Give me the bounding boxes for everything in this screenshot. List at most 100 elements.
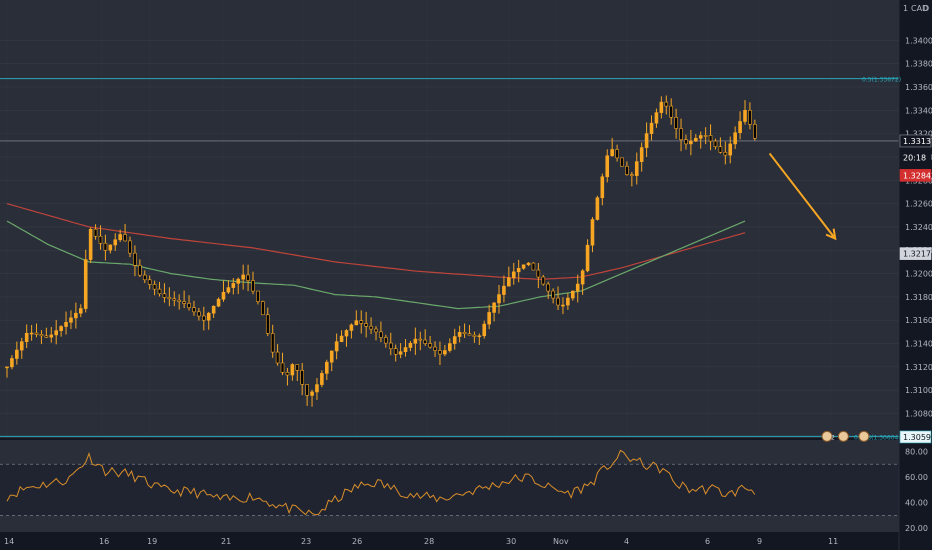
candle-body [561, 304, 565, 307]
candle-body [654, 112, 659, 124]
candle-body [19, 341, 24, 351]
candle-body [753, 123, 757, 139]
candle-body [162, 293, 167, 298]
candle-body [728, 143, 733, 156]
candle-body [34, 332, 39, 335]
candle-body [138, 265, 142, 276]
price-tick-label: 1.31000 [905, 386, 932, 395]
candle-body [364, 323, 368, 327]
candle-body [98, 235, 103, 244]
candle-body [256, 290, 260, 302]
arrow-head[interactable] [825, 228, 837, 241]
rsi-tick-label: 40.00 [905, 499, 928, 508]
candle-body [354, 320, 359, 326]
candle-body [108, 244, 113, 251]
arrow-shaft[interactable] [768, 152, 836, 240]
price-tick-label: 1.31200 [905, 363, 932, 372]
candle-body [669, 105, 674, 118]
candle-body [393, 348, 398, 355]
price-tick-label: 1.31800 [905, 293, 932, 302]
fib-level-label: 0.618(1.30604) [854, 434, 901, 441]
candle-body [128, 240, 132, 254]
candle-body [305, 384, 309, 396]
candle-body [487, 312, 491, 325]
candle-body [182, 301, 186, 304]
candle-body [526, 262, 531, 266]
candle-body [580, 270, 585, 285]
price-tick-label: 1.33400 [905, 106, 932, 115]
rsi-line [6, 449, 756, 516]
candle-body [211, 305, 216, 314]
candle-body [123, 234, 127, 242]
candle-body [610, 149, 614, 157]
rsi-tick-label: 20.00 [905, 524, 928, 533]
gridlines [0, 40, 899, 414]
candle-body [644, 133, 649, 148]
time-tick-label: 23 [301, 537, 311, 546]
candle-body [595, 197, 600, 220]
candle-body [733, 132, 737, 145]
candle-body [15, 349, 19, 359]
candle-body [384, 337, 388, 344]
candle-body [113, 239, 118, 246]
candle-body [703, 135, 708, 137]
candle-body [438, 350, 442, 355]
candle-body [5, 366, 9, 369]
time-tick-label: 19 [147, 537, 157, 546]
event-marker-icon[interactable] [837, 430, 849, 442]
candle-body [118, 234, 122, 241]
currency-label: CAD [911, 4, 928, 13]
candle-body [315, 384, 319, 393]
candle-body [54, 330, 59, 336]
candle-body [615, 149, 619, 159]
candle-body [10, 358, 14, 368]
candle-body [270, 333, 275, 353]
candle-body [398, 351, 403, 355]
candle-body [502, 285, 506, 295]
time-tick-label: 30 [506, 537, 516, 546]
candle-body [142, 274, 147, 281]
time-tick-label: 4 [624, 537, 629, 546]
price-tag-background [899, 169, 932, 182]
price-tag-background [899, 430, 932, 444]
candle-body [472, 334, 477, 337]
candle-body [693, 137, 698, 142]
candle-body [241, 274, 245, 280]
candle-body [320, 373, 324, 385]
rsi-axis[interactable]: 80.00 60.00 40.00 20.00 [905, 448, 928, 534]
time-tick-label: 16 [99, 537, 109, 546]
candle-body [708, 135, 713, 142]
rsi-band [0, 464, 899, 516]
time-axis[interactable]: 14 16 19 21 23 26 28 30 Nov 4 6 9 11 [4, 537, 838, 546]
candle-body [359, 320, 364, 324]
candle-body [93, 228, 98, 237]
forecast-arrow[interactable] [768, 152, 837, 241]
candle-body [723, 151, 728, 156]
candle-body [408, 343, 413, 348]
candle-body [206, 312, 211, 321]
candle-body [748, 109, 752, 125]
price-pane [0, 0, 899, 438]
time-tick-label: 11 [828, 537, 838, 546]
candle-body [290, 364, 295, 376]
candle-body [187, 303, 191, 308]
candle-body [388, 342, 393, 349]
candle-body [664, 101, 669, 107]
event-count: 2 [831, 434, 835, 441]
event-marker-icon[interactable] [821, 430, 833, 442]
currency-header[interactable]: 1 CAD D [903, 4, 929, 13]
candle-body [83, 259, 88, 309]
candle-body [536, 269, 541, 278]
candle-body [698, 135, 703, 139]
scale-mode: 1 [903, 4, 908, 13]
price-tick-label: 1.31400 [905, 340, 932, 349]
candle-body [147, 279, 152, 285]
time-tick-label: 21 [221, 537, 231, 546]
candle-body [349, 324, 354, 331]
candle-body [600, 176, 605, 199]
candle-body [531, 262, 536, 271]
event-marker-icon[interactable] [858, 430, 870, 442]
fib-level-label: 0.5(1.33672) [862, 77, 901, 84]
price-tag-label: 1.30599 [903, 433, 932, 442]
